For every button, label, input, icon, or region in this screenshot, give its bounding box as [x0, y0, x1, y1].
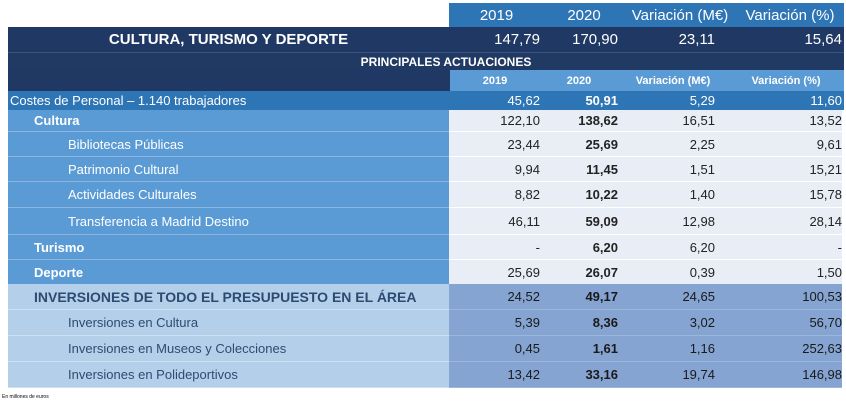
budget-row: Cultura 122,10 138,62 16,51 13,52 [8, 110, 844, 132]
budget-value-variation-meur: 16,51 [618, 110, 715, 132]
budget-value-2020: 11,45 [540, 157, 618, 182]
year-header-row: 2019 2020 Variación (M€) Variación (%) [449, 3, 844, 27]
budget-value-2020: 10,22 [540, 182, 618, 208]
budget-row: Transferencia a Madrid Destino 46,11 59,09… [8, 208, 844, 235]
budget-label: Bibliotecas Públicas [8, 132, 449, 157]
budget-value-2020: 26,07 [540, 260, 618, 286]
investment-value-2019: 24,52 [449, 284, 540, 310]
section-title-row: PRINCIPALES ACTUACIONES [8, 52, 844, 70]
budget-value-variation-pct: - [715, 235, 842, 260]
budget-value-variation-meur: 2,25 [618, 132, 715, 157]
investment-value-2019: 0,45 [449, 336, 540, 362]
budget-value-2020: 138,62 [540, 110, 618, 132]
investment-value-variation-meur: 19,74 [618, 362, 715, 388]
area-2019: 147,79 [494, 31, 540, 48]
subheader-variation-meur: Variación (M€) [618, 70, 728, 91]
investment-value-variation-pct: 56,70 [715, 310, 842, 336]
investment-value-variation-meur: 24,65 [618, 284, 715, 310]
header-variation-pct: Variación (%) [745, 6, 835, 24]
header-variation-meur: Variación (M€) [631, 6, 729, 24]
investment-value-variation-pct: 100,53 [715, 284, 842, 310]
budget-row: Actividades Culturales 8,82 10,22 1,40 15,78 [8, 182, 844, 208]
footnote: En millones de euros [2, 394, 49, 400]
budget-value-variation-pct: 9,61 [715, 132, 842, 157]
budget-value-variation-meur: 0,39 [618, 260, 715, 286]
subheader-2020: 2020 [540, 70, 618, 91]
budget-value-variation-pct: 1,50 [715, 260, 842, 286]
budget-value-variation-pct: 15,21 [715, 157, 842, 182]
investment-label: Inversiones en Museos y Colecciones [8, 336, 449, 362]
personal-costs-label: Costes de Personal – 1.140 trabajadores [10, 93, 247, 108]
investment-value-2020: 33,16 [540, 362, 618, 388]
area-title: CULTURA, TURISMO Y DEPORTE [108, 31, 349, 48]
budget-value-variation-meur: 1,51 [618, 157, 715, 182]
budget-value-variation-pct: 15,78 [715, 182, 842, 208]
budget-label: Transferencia a Madrid Destino [8, 208, 449, 235]
budget-label: Deporte [8, 260, 449, 286]
budget-value-2020: 6,20 [540, 235, 618, 260]
budget-value-2019: 9,94 [449, 157, 540, 182]
investment-row: INVERSIONES DE TODO EL PRESUPUESTO EN EL… [8, 284, 844, 310]
budget-value-2019: 8,82 [449, 182, 540, 208]
investment-row: Inversiones en Polideportivos 13,42 33,16 1… [8, 362, 844, 388]
area-variation-meur: 23,11 [678, 31, 715, 48]
subheader-variation-pct: Variación (%) [728, 70, 844, 91]
investment-value-2019: 5,39 [449, 310, 540, 336]
investment-row: Inversiones en Museos y Colecciones 0,45 1… [8, 336, 844, 362]
header-2019: 2019 [479, 6, 514, 24]
budget-label: Actividades Culturales [8, 182, 449, 208]
budget-value-2019: 25,69 [449, 260, 540, 286]
personal-variation-meur: 5,29 [689, 93, 715, 108]
budget-label: Cultura [8, 110, 449, 132]
investment-value-2020: 8,36 [540, 310, 618, 336]
budget-value-variation-meur: 12,98 [618, 208, 715, 235]
personal-2019: 45,62 [507, 93, 540, 108]
budget-value-variation-pct: 28,14 [715, 208, 842, 235]
budget-label: Patrimonio Cultural [8, 157, 449, 182]
column-header-row: 2019 2020 Variación (M€) Variación (%) [8, 70, 844, 91]
area-2020: 170,90 [572, 31, 618, 48]
budget-value-variation-meur: 1,40 [618, 182, 715, 208]
header-2020: 2020 [567, 6, 601, 24]
section-title: PRINCIPALES ACTUACIONES [360, 54, 532, 69]
budget-value-2020: 59,09 [540, 208, 618, 235]
budget-value-2019: 122,10 [449, 110, 540, 132]
budget-row: Deporte 25,69 26,07 0,39 1,50 [8, 260, 844, 286]
budget-row: Patrimonio Cultural 9,94 11,45 1,51 15,21 [8, 157, 844, 182]
budget-value-2019: - [449, 235, 540, 260]
subheader-2019: 2019 [450, 70, 540, 91]
personal-costs-row: Costes de Personal – 1.140 trabajadores … [8, 91, 844, 110]
budget-value-2019: 46,11 [449, 208, 540, 235]
budget-row: Bibliotecas Públicas 23,44 25,69 2,25 9,61 [8, 132, 844, 157]
investment-value-variation-pct: 146,98 [715, 362, 842, 388]
budget-value-2019: 23,44 [449, 132, 540, 157]
budget-value-variation-pct: 13,52 [715, 110, 842, 132]
investment-label: Inversiones en Polideportivos [8, 362, 449, 388]
budget-label: Turismo [8, 235, 449, 260]
investment-label: Inversiones en Cultura [8, 310, 449, 336]
investment-value-2020: 49,17 [540, 284, 618, 310]
area-variation-pct: 15,64 [804, 31, 842, 48]
investment-value-2019: 13,42 [449, 362, 540, 388]
investment-value-variation-pct: 252,63 [715, 336, 842, 362]
budget-value-2020: 25,69 [540, 132, 618, 157]
investment-value-variation-meur: 1,16 [618, 336, 715, 362]
personal-2020: 50,91 [585, 93, 618, 108]
area-title-row: CULTURA, TURISMO Y DEPORTE 147,79 170,90… [8, 27, 844, 52]
investment-value-2020: 1,61 [540, 336, 618, 362]
investment-value-variation-meur: 3,02 [618, 310, 715, 336]
personal-variation-pct: 11,60 [810, 93, 842, 108]
investment-label: INVERSIONES DE TODO EL PRESUPUESTO EN EL… [8, 284, 449, 310]
budget-row: Turismo -6,20 6,20- [8, 235, 844, 260]
budget-value-variation-meur: 6,20 [618, 235, 715, 260]
investment-row: Inversiones en Cultura 5,39 8,36 3,02 56,70 [8, 310, 844, 336]
